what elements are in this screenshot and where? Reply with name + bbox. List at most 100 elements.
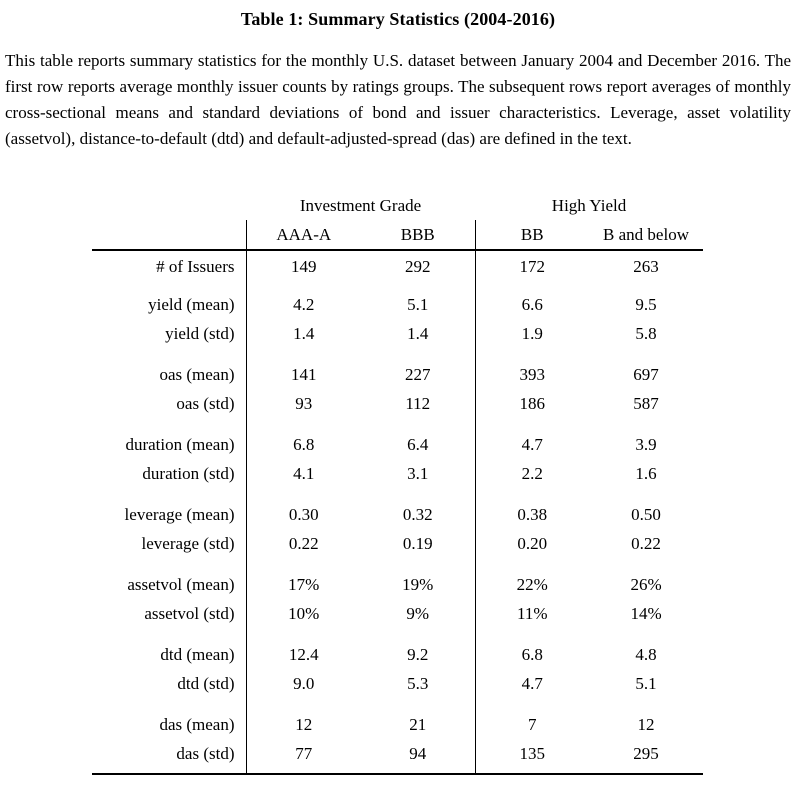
- spacer-cell: [589, 348, 703, 360]
- cell-value: 4.7: [521, 673, 543, 693]
- cell-value: 6.6: [521, 294, 543, 314]
- spacer-cell: [475, 698, 589, 710]
- cell-value: 22%: [516, 574, 548, 594]
- table-row: # of Issuers 149 292 172 263: [92, 250, 703, 282]
- cell-value: 12: [295, 714, 313, 734]
- row-label: leverage (mean): [92, 500, 247, 529]
- cell-value: 10%: [288, 603, 320, 623]
- spacer-row: [92, 698, 703, 710]
- cell-value: 227: [361, 360, 476, 389]
- cell-value: 4.8: [635, 644, 657, 664]
- cell-value: 1.6: [635, 463, 657, 483]
- table-description: This table reports summary statistics fo…: [5, 51, 791, 148]
- cell-value: 6.8: [521, 644, 543, 664]
- cell-value: 5.8: [635, 323, 657, 343]
- cell-value: 3.1: [361, 459, 476, 488]
- group-header-row: Investment Grade High Yield: [92, 192, 703, 220]
- cell-value: 141: [291, 364, 317, 384]
- table-row: dtd (std) 9.0 5.3 4.7 5.1: [92, 669, 703, 698]
- cell-value: 393: [519, 364, 546, 384]
- row-label: duration (mean): [92, 430, 247, 459]
- cell-value: 9.2: [361, 640, 476, 669]
- spacer-cell: [475, 628, 589, 640]
- spacer-cell: [475, 282, 589, 290]
- spacer-row: [92, 282, 703, 290]
- spacer-cell: [589, 768, 704, 775]
- table-body: # of Issuers 149 292 172 263 yield (mean) 4.2 5…: [92, 250, 704, 775]
- cell-value: 93: [295, 393, 313, 413]
- spacer-cell: [246, 282, 361, 290]
- spacer-cell: [589, 418, 703, 430]
- spacer-cell: [246, 348, 361, 360]
- column-header-b-and-below: B and below: [589, 220, 704, 251]
- cell-value: 0.38: [517, 504, 548, 524]
- table-row: leverage (mean) 0.30 0.32 0.38 0.50: [92, 500, 703, 529]
- table-row: das (std) 77 94 135 295: [92, 739, 703, 768]
- cell-value: 5.1: [635, 673, 657, 693]
- cell-value: 12: [637, 714, 655, 734]
- table-row: yield (std) 1.4 1.4 1.9 5.8: [92, 319, 703, 348]
- row-label: dtd (std): [92, 669, 247, 698]
- cell-value: 112: [361, 389, 476, 418]
- cell-value: 9.5: [635, 294, 657, 314]
- row-label: oas (std): [92, 389, 247, 418]
- cell-value: 11%: [517, 603, 548, 623]
- row-label: # of Issuers: [92, 250, 247, 282]
- row-label: leverage (std): [92, 529, 247, 558]
- spacer-cell: [589, 488, 703, 500]
- table-row: duration (mean) 6.8 6.4 4.7 3.9: [92, 430, 703, 459]
- spacer-cell: [361, 488, 476, 500]
- table-row: yield (mean) 4.2 5.1 6.6 9.5: [92, 290, 703, 319]
- cell-value: 5.3: [361, 669, 476, 698]
- cell-value: 94: [361, 739, 476, 768]
- spacer-cell: [589, 282, 703, 290]
- table-row: oas (mean) 141 227 393 697: [92, 360, 703, 389]
- spacer-cell: [361, 282, 476, 290]
- spacer-cell: [92, 768, 247, 775]
- spacer-cell: [361, 698, 476, 710]
- row-label: yield (mean): [92, 290, 247, 319]
- spacer-cell: [246, 628, 361, 640]
- row-label: oas (mean): [92, 360, 247, 389]
- cell-value: 19%: [361, 570, 476, 599]
- spacer-cell: [246, 698, 361, 710]
- cell-value: 2.2: [521, 463, 543, 483]
- column-header-row: AAA-A BBB BB B and below: [92, 220, 704, 251]
- spacer-cell: [475, 418, 589, 430]
- spacer-cell: [361, 768, 476, 775]
- cell-value: 5.1: [361, 290, 476, 319]
- cell-value: 0.50: [631, 504, 661, 524]
- summary-statistics-table: Investment Grade High Yield AAA-A BBB BB…: [92, 192, 704, 775]
- table-row: leverage (std) 0.22 0.19 0.20 0.22: [92, 529, 703, 558]
- cell-value: 0.30: [288, 504, 319, 524]
- row-label: duration (std): [92, 459, 247, 488]
- spacer-cell: [92, 698, 247, 710]
- cell-value: 12.4: [288, 644, 319, 664]
- cell-value: 587: [633, 393, 659, 413]
- empty-label-header-cell: [92, 220, 247, 251]
- column-header-bbb: BBB: [361, 220, 476, 251]
- spacer-cell: [361, 418, 476, 430]
- cell-value: 4.7: [521, 434, 543, 454]
- cell-value: 0.32: [361, 500, 476, 529]
- column-header-aaa-a: AAA-A: [246, 220, 361, 251]
- spacer-cell: [589, 628, 703, 640]
- spacer-cell: [475, 488, 589, 500]
- spacer-cell: [246, 488, 361, 500]
- spacer-cell: [589, 558, 703, 570]
- cell-value: 172: [519, 256, 546, 276]
- spacer-cell: [92, 282, 247, 290]
- spacer-row: [92, 488, 703, 500]
- table-row: dtd (mean) 12.4 9.2 6.8 4.8: [92, 640, 703, 669]
- cell-value: 0.22: [288, 533, 319, 553]
- cell-value: 0.19: [361, 529, 476, 558]
- table-row: assetvol (mean) 17% 19% 22% 26%: [92, 570, 703, 599]
- spacer-cell: [475, 768, 590, 775]
- spacer-cell: [92, 558, 247, 570]
- row-label: assetvol (std): [92, 599, 247, 628]
- table-row: assetvol (std) 10% 9% 11% 14%: [92, 599, 703, 628]
- table-row: duration (std) 4.1 3.1 2.2 1.6: [92, 459, 703, 488]
- spacer-row: [92, 768, 704, 775]
- spacer-cell: [361, 348, 476, 360]
- empty-corner-cell: [92, 192, 246, 220]
